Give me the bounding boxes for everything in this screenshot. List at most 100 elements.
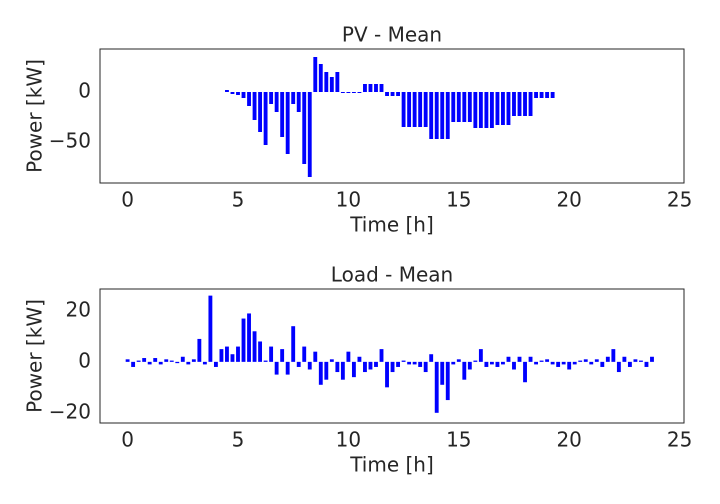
bar xyxy=(374,361,378,367)
bar xyxy=(567,361,572,370)
bar xyxy=(534,361,538,365)
bar xyxy=(269,92,274,104)
bar xyxy=(539,360,544,362)
x-axis-label: Time [h] xyxy=(349,213,434,237)
bar xyxy=(523,92,527,116)
bar xyxy=(385,92,389,96)
bar xyxy=(191,359,196,362)
bar xyxy=(180,356,185,362)
bar xyxy=(451,361,456,365)
bar xyxy=(578,360,583,362)
bar xyxy=(346,351,351,362)
bar xyxy=(407,361,412,365)
x-tick-label: 0 xyxy=(121,428,134,452)
bar xyxy=(528,92,533,116)
bar xyxy=(307,92,312,177)
bar xyxy=(473,92,478,128)
bar xyxy=(329,77,334,92)
bar xyxy=(324,361,329,380)
chart-title: Load - Mean xyxy=(331,263,453,287)
bar xyxy=(390,92,395,96)
bar xyxy=(351,361,356,378)
bar xyxy=(351,92,356,93)
bar xyxy=(545,92,550,98)
bar xyxy=(423,92,428,127)
bar xyxy=(456,92,461,122)
bar xyxy=(467,361,472,370)
bar xyxy=(423,361,428,373)
bar xyxy=(489,92,494,128)
bar xyxy=(313,57,318,92)
bar xyxy=(197,338,202,362)
bar xyxy=(639,360,643,362)
bar xyxy=(550,361,555,365)
bar xyxy=(418,92,423,127)
bar xyxy=(512,361,516,370)
axes-frame xyxy=(99,288,685,424)
bar xyxy=(385,361,389,388)
bar xyxy=(280,349,285,362)
bar xyxy=(528,356,533,362)
bar xyxy=(429,354,434,362)
y-tick-label: 0 xyxy=(78,348,91,372)
bar xyxy=(495,361,500,367)
bar xyxy=(363,361,367,373)
bar xyxy=(307,361,312,370)
x-tick-label: 5 xyxy=(232,428,245,452)
bar xyxy=(484,92,489,128)
bar xyxy=(512,92,516,116)
bar xyxy=(506,356,511,362)
x-tick-label: 10 xyxy=(336,188,361,212)
bar xyxy=(258,92,263,132)
x-tick-label: 10 xyxy=(336,428,361,452)
bar xyxy=(230,354,235,362)
bar xyxy=(407,92,412,127)
bar xyxy=(561,361,566,365)
y-tick-label: 0 xyxy=(78,79,91,103)
bar xyxy=(296,361,301,367)
bar xyxy=(219,349,224,362)
bar xyxy=(335,361,340,373)
bar xyxy=(258,341,263,362)
bar xyxy=(627,361,632,367)
bar xyxy=(478,92,483,128)
y-tick-label: −50 xyxy=(49,129,91,153)
x-tick-label: 25 xyxy=(667,188,692,212)
bar xyxy=(318,361,323,385)
bar xyxy=(501,92,505,125)
bar xyxy=(263,92,268,145)
bar xyxy=(230,92,235,94)
bar xyxy=(594,359,599,362)
bar xyxy=(313,351,318,362)
bar xyxy=(467,92,472,122)
y-tick-label: 20 xyxy=(66,297,91,321)
bar xyxy=(340,92,345,93)
bar xyxy=(169,360,174,362)
bar xyxy=(379,349,384,362)
bar xyxy=(363,84,367,92)
bar xyxy=(644,361,649,367)
bar xyxy=(611,349,616,362)
chart-title: PV - Mean xyxy=(342,23,442,47)
bar xyxy=(225,90,229,92)
x-tick-label: 20 xyxy=(556,188,581,212)
bar xyxy=(556,361,561,367)
bar xyxy=(445,92,450,139)
bar xyxy=(489,361,494,365)
bar xyxy=(633,359,638,362)
bar xyxy=(302,92,307,164)
bar xyxy=(622,356,627,362)
bar xyxy=(329,359,334,362)
bar xyxy=(445,361,450,401)
bar xyxy=(434,361,439,413)
bar xyxy=(131,361,136,367)
bar xyxy=(523,361,527,383)
bar xyxy=(550,92,555,98)
bar xyxy=(396,361,401,367)
bar xyxy=(263,360,268,362)
bar xyxy=(401,92,406,127)
bar xyxy=(396,92,401,96)
bar xyxy=(252,331,257,362)
bar xyxy=(379,84,384,92)
bar xyxy=(208,295,213,362)
